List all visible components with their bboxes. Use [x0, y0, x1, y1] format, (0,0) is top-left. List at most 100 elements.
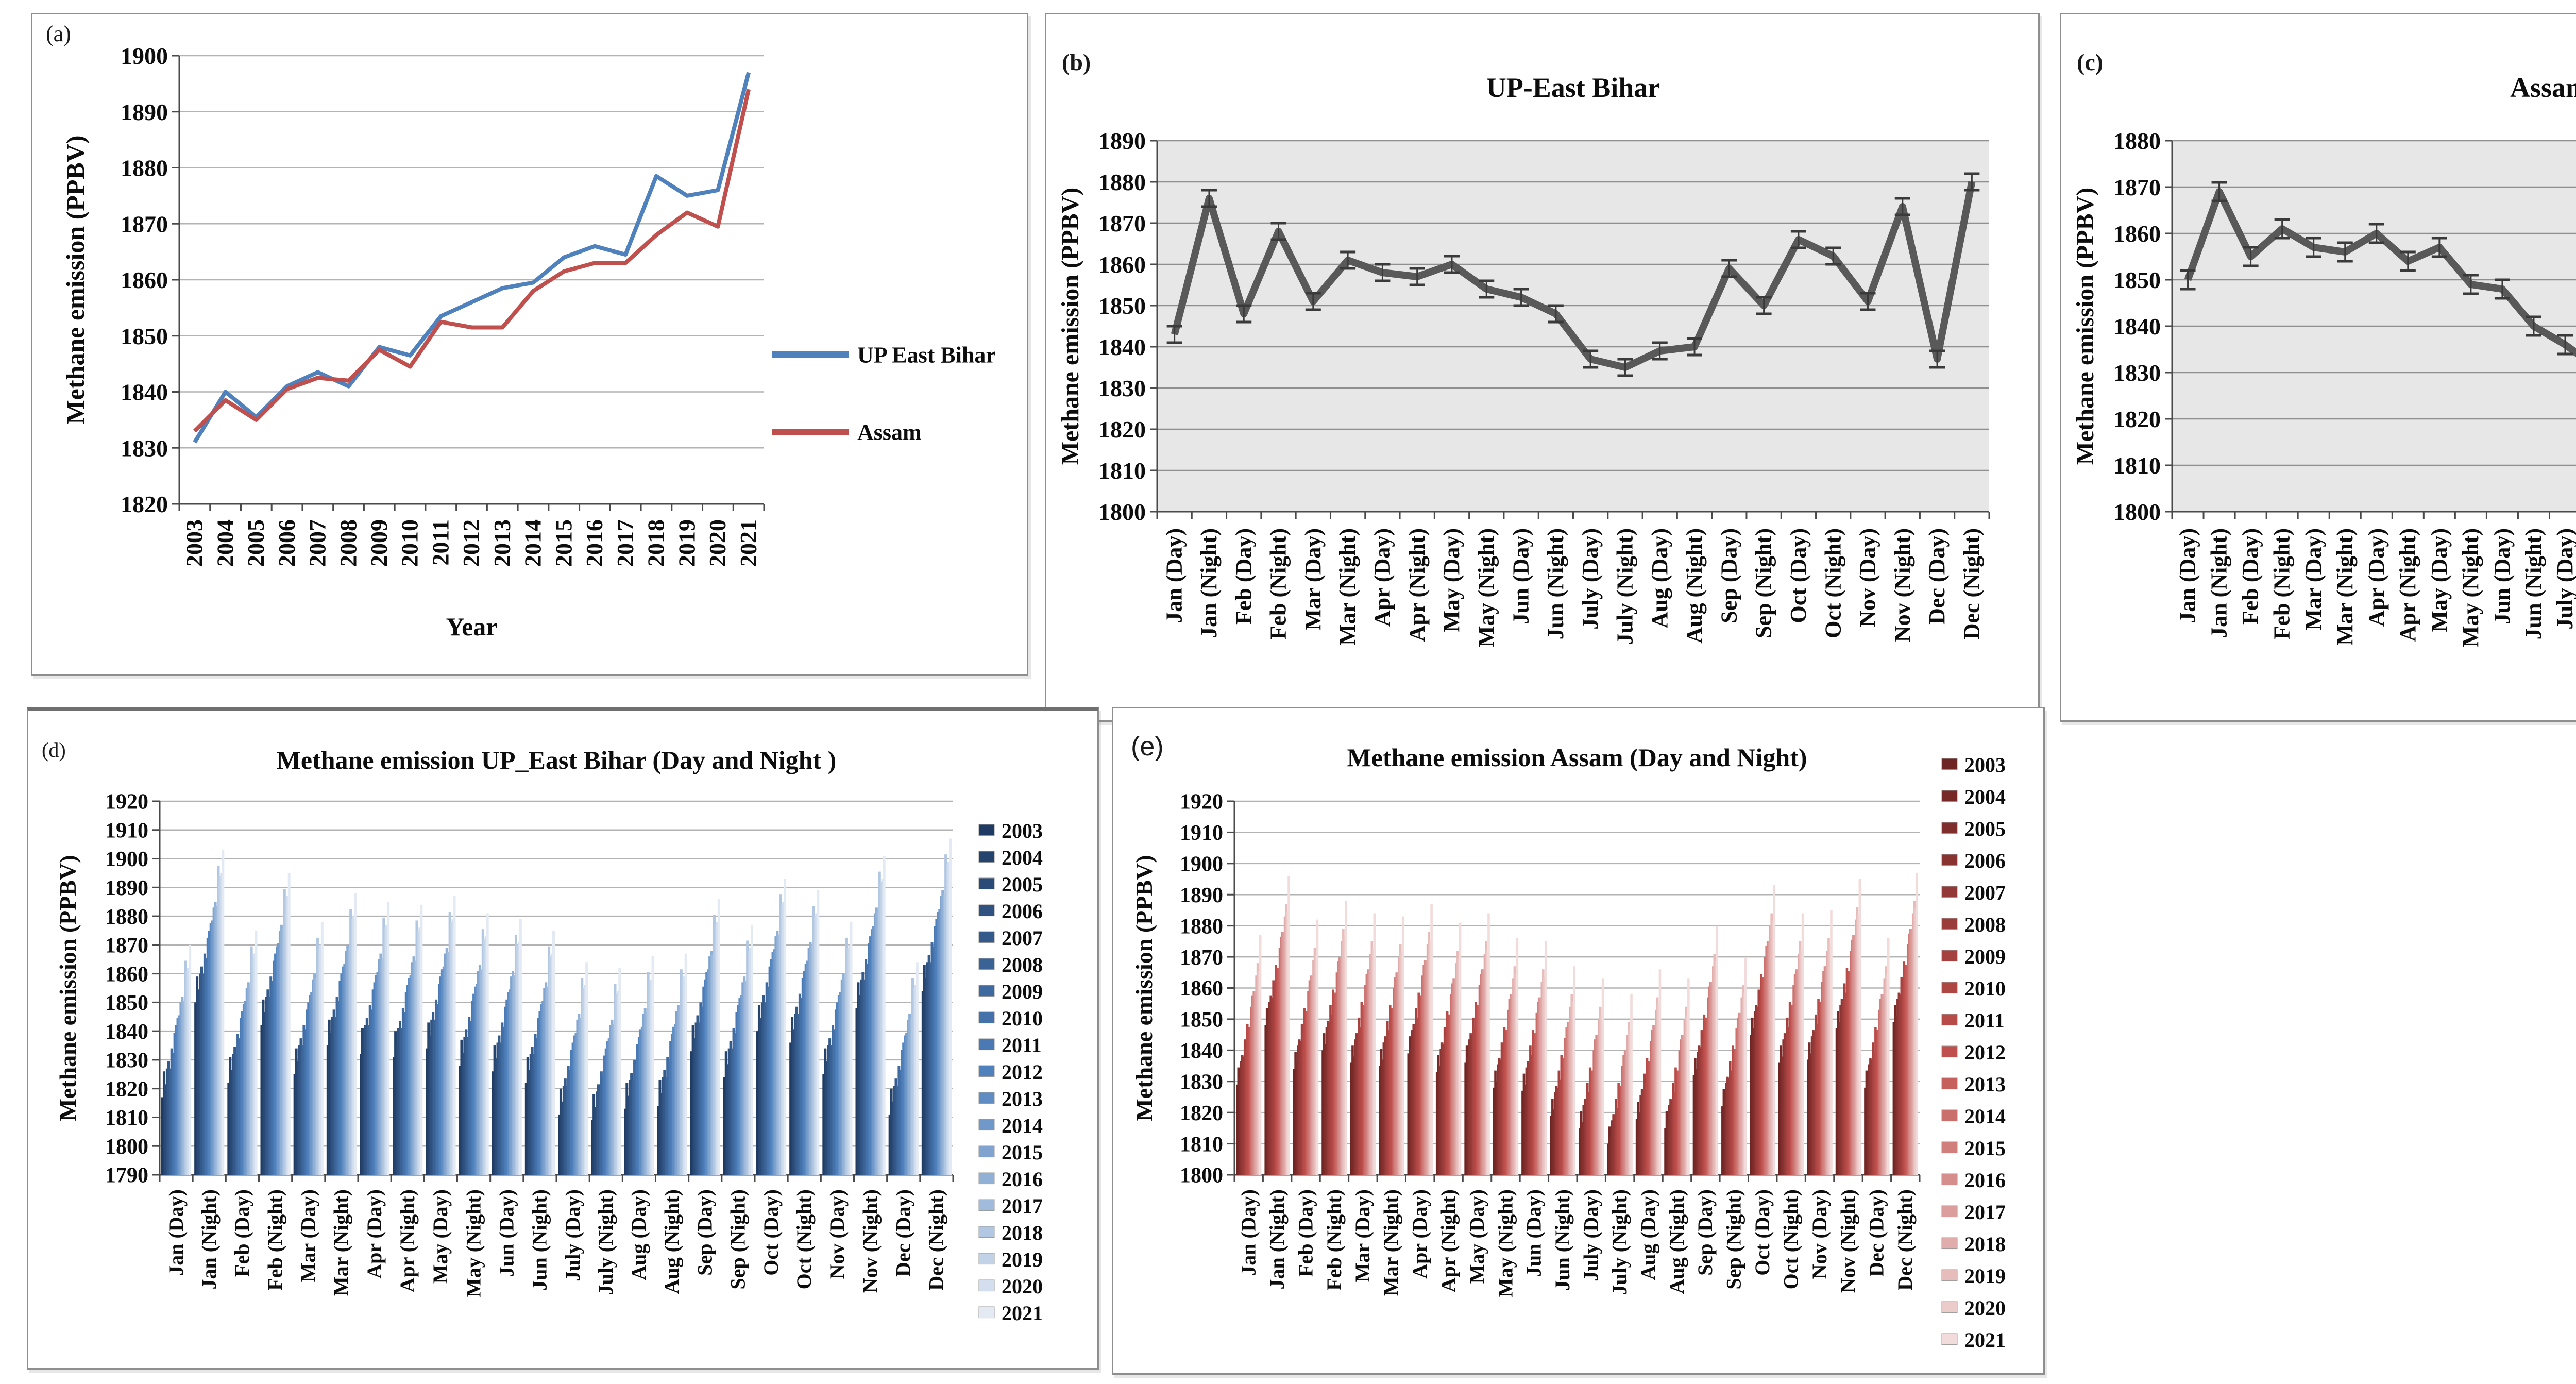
legend-swatch: [978, 1226, 995, 1238]
bar: [1391, 1008, 1394, 1175]
bar: [278, 930, 281, 1175]
bar: [440, 969, 444, 1175]
bar: [262, 999, 265, 1175]
bar: [1872, 1042, 1874, 1175]
bar: [197, 989, 200, 1175]
bar: [1555, 1086, 1558, 1175]
bar: [773, 949, 776, 1175]
bar: [504, 1006, 507, 1175]
bar: [307, 1002, 310, 1175]
y-tick-label: 1820: [2113, 406, 2161, 432]
bar: [1335, 972, 1338, 1175]
bar: [1417, 992, 1420, 1175]
bar: [1467, 1056, 1469, 1175]
bar: [1590, 1070, 1593, 1175]
bar: [1342, 929, 1345, 1175]
bar: [469, 1021, 472, 1175]
bar: [809, 942, 812, 1175]
bar: [187, 968, 190, 1175]
bar: [676, 1005, 680, 1175]
bar: [629, 1079, 632, 1175]
bar: [365, 1018, 368, 1175]
bar: [179, 1002, 182, 1175]
bar: [681, 979, 684, 1175]
legend-swatch: [1941, 1109, 1958, 1122]
bar: [255, 930, 258, 1175]
bar: [598, 1091, 601, 1175]
bar: [1707, 997, 1709, 1175]
bar: [1476, 1005, 1479, 1175]
bar: [1299, 1041, 1302, 1175]
y-tick-label: 1840: [1180, 1039, 1223, 1063]
bar: [1486, 949, 1489, 1175]
bar: [1685, 1006, 1687, 1175]
bar: [329, 1032, 332, 1175]
bar: [1665, 1111, 1668, 1175]
bar: [1371, 949, 1375, 1175]
bar: [648, 982, 651, 1175]
bar: [771, 952, 774, 1175]
x-tick-label: May (Night): [1494, 1189, 1517, 1297]
bar: [579, 1018, 582, 1175]
bar: [394, 1031, 397, 1175]
bar: [1792, 985, 1795, 1175]
bar: [868, 943, 871, 1175]
x-tick-label: Apr (Day): [2364, 528, 2389, 627]
bar: [1528, 1062, 1531, 1175]
bar: [1302, 1033, 1304, 1175]
bar: [185, 971, 189, 1175]
legend-label: 2019: [1964, 1264, 2006, 1288]
bar: [1801, 913, 1804, 1175]
panel-letter-d: (d): [42, 738, 66, 762]
bar: [459, 1066, 462, 1175]
bar: [1877, 1030, 1879, 1175]
bar: [1787, 1027, 1790, 1175]
bar: [222, 850, 225, 1175]
bar: [1853, 935, 1856, 1175]
bar: [1766, 941, 1769, 1175]
x-tick-label: Jan (Night): [1196, 528, 1222, 638]
bar: [451, 919, 454, 1175]
chart-e-svg: 1800 1810 1820 1830 1840 1850 1860 1870 1880 1890…: [1131, 743, 2006, 1352]
bar: [245, 988, 248, 1175]
x-tick-label: May (Day): [2427, 528, 2452, 632]
panel-e-assam-bar-chart: (e) 1800 1810 1820 1830 1840 1850 1860 1870 1880…: [1112, 707, 2045, 1375]
legend-label: Assam: [857, 419, 922, 445]
y-tick-label: 1800: [1098, 499, 1146, 525]
bar: [698, 1022, 701, 1175]
bar: [296, 1061, 299, 1175]
bar: [1825, 966, 1827, 1175]
bar: [230, 1070, 233, 1175]
bar: [792, 1029, 795, 1175]
y-tick-label: 1850: [2113, 267, 2161, 293]
bar: [1304, 1011, 1307, 1175]
x-tick-label: Nov (Day): [1808, 1189, 1831, 1279]
bar: [371, 989, 375, 1175]
bar: [1847, 971, 1850, 1175]
x-tick-label: 2009: [366, 519, 392, 567]
bar: [1628, 1022, 1630, 1175]
bar: [427, 1022, 430, 1175]
bar: [1530, 1055, 1533, 1175]
bar: [632, 1079, 635, 1175]
bar: [442, 966, 445, 1175]
bar: [1755, 1005, 1758, 1175]
bar: [943, 894, 946, 1175]
bar: [678, 1009, 681, 1175]
panel-letter-c: (c): [2077, 49, 2104, 75]
bar: [624, 1108, 627, 1175]
bar: [1505, 1030, 1509, 1175]
bar: [1735, 1028, 1738, 1175]
bar: [247, 982, 250, 1175]
bar: [1756, 1006, 1759, 1175]
bar: [651, 956, 654, 1175]
x-tick-label: 2004: [212, 519, 238, 567]
bar: [723, 1077, 726, 1175]
y-tick-label: 1880: [1180, 915, 1223, 938]
bar: [824, 1048, 827, 1175]
bar: [1875, 1030, 1878, 1175]
bar: [453, 896, 456, 1175]
bar: [1350, 1062, 1353, 1175]
bar: [379, 953, 382, 1175]
bar: [1716, 925, 1719, 1175]
